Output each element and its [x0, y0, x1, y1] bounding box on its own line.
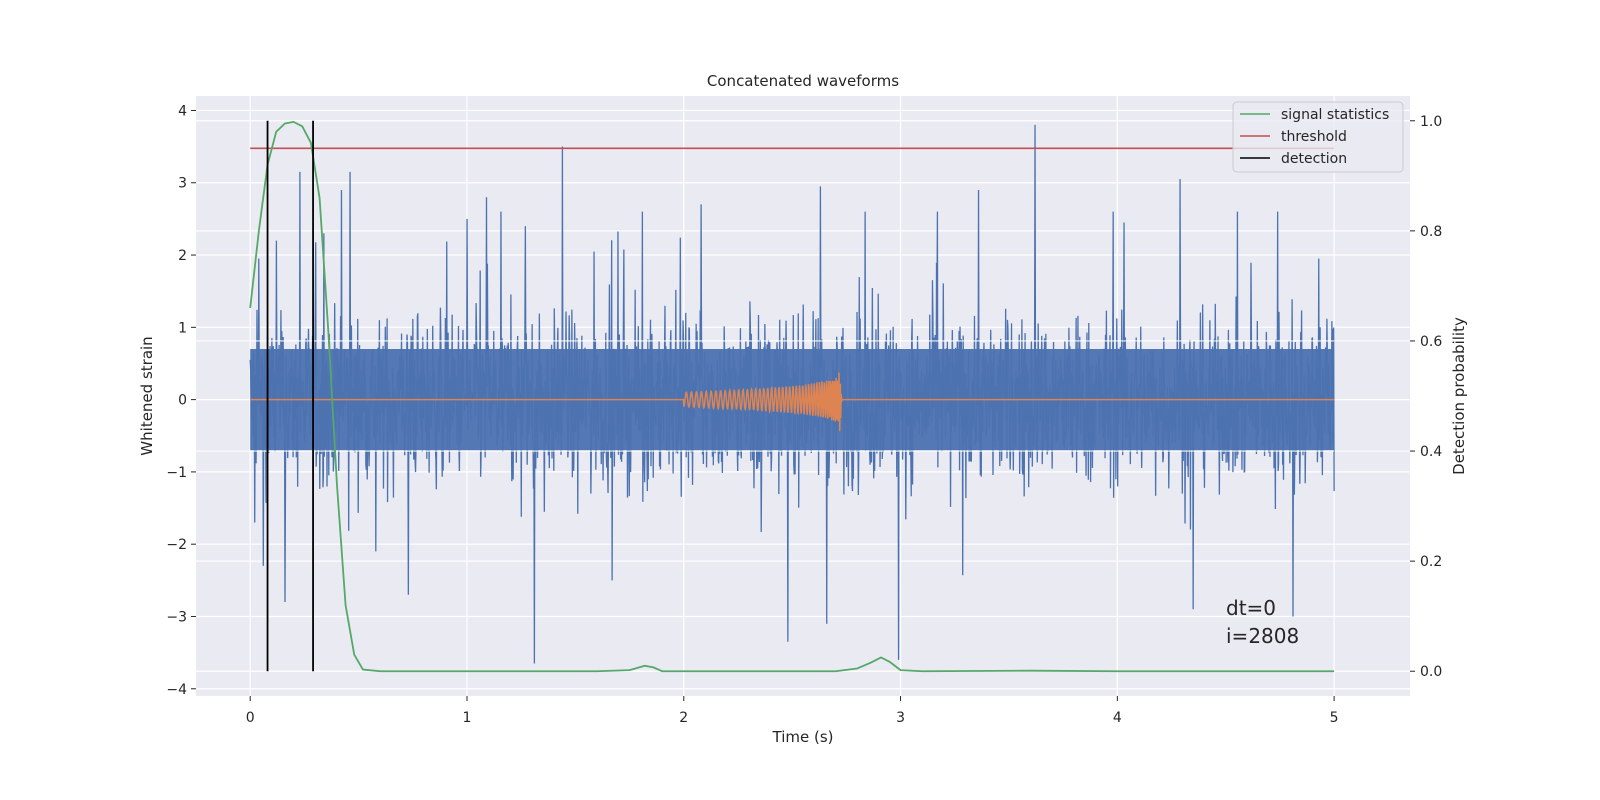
- y-tick-label: 1: [178, 320, 187, 336]
- y-tick-label: −1: [166, 465, 187, 481]
- x-tick-label: 4: [1113, 710, 1122, 726]
- x-tick-label: 3: [896, 710, 905, 726]
- legend-label-signal-statistics: signal statistics: [1281, 107, 1389, 123]
- injected-waveform-line: [250, 372, 1335, 432]
- y-tick-label: 4: [178, 103, 187, 119]
- chart-title: Concatenated waveforms: [707, 72, 899, 90]
- plot-lines: [249, 120, 1335, 673]
- y2-tick-label: 1.0: [1420, 114, 1442, 130]
- legend-label-detection: detection: [1281, 151, 1347, 167]
- annotation-dt: dt=0: [1226, 596, 1276, 620]
- y2-tick-label: 0.8: [1420, 224, 1442, 240]
- y-tick-label: 2: [178, 248, 187, 264]
- x-tick-label: 5: [1330, 710, 1339, 726]
- y-tick-label: −3: [166, 609, 187, 625]
- y2-tick-label: 0.0: [1420, 664, 1442, 680]
- y-tick-label: −4: [166, 682, 187, 698]
- legend-box: [1232, 101, 1404, 173]
- x-axis-label: Time (s): [772, 728, 834, 746]
- y2-tick-label: 0.6: [1420, 334, 1442, 350]
- ticks: 0 1 2 3 4 5 4 3 2 1 0 −1 −2 −3 −4 1.0 0.8 0.6 0.4 0.2 0.0: [166, 103, 1442, 726]
- y2-tick-label: 0.2: [1420, 554, 1442, 570]
- legend-label-threshold: threshold: [1281, 129, 1347, 145]
- x-tick-label: 1: [463, 710, 472, 726]
- y-axis-label: Whitened strain: [138, 336, 156, 455]
- annotation-i: i=2808: [1226, 624, 1299, 648]
- legend: signal statistics threshold detection: [1232, 101, 1404, 173]
- x-tick-label: 2: [679, 710, 688, 726]
- y2-axis-label: Detection probability: [1450, 317, 1468, 475]
- signal-statistics-line: [249, 120, 1335, 673]
- x-tick-label: 0: [246, 710, 255, 726]
- y-tick-label: 0: [178, 393, 187, 409]
- y-tick-label: 3: [178, 176, 187, 192]
- y2-tick-label: 0.4: [1420, 444, 1442, 460]
- y-tick-label: −2: [166, 537, 187, 553]
